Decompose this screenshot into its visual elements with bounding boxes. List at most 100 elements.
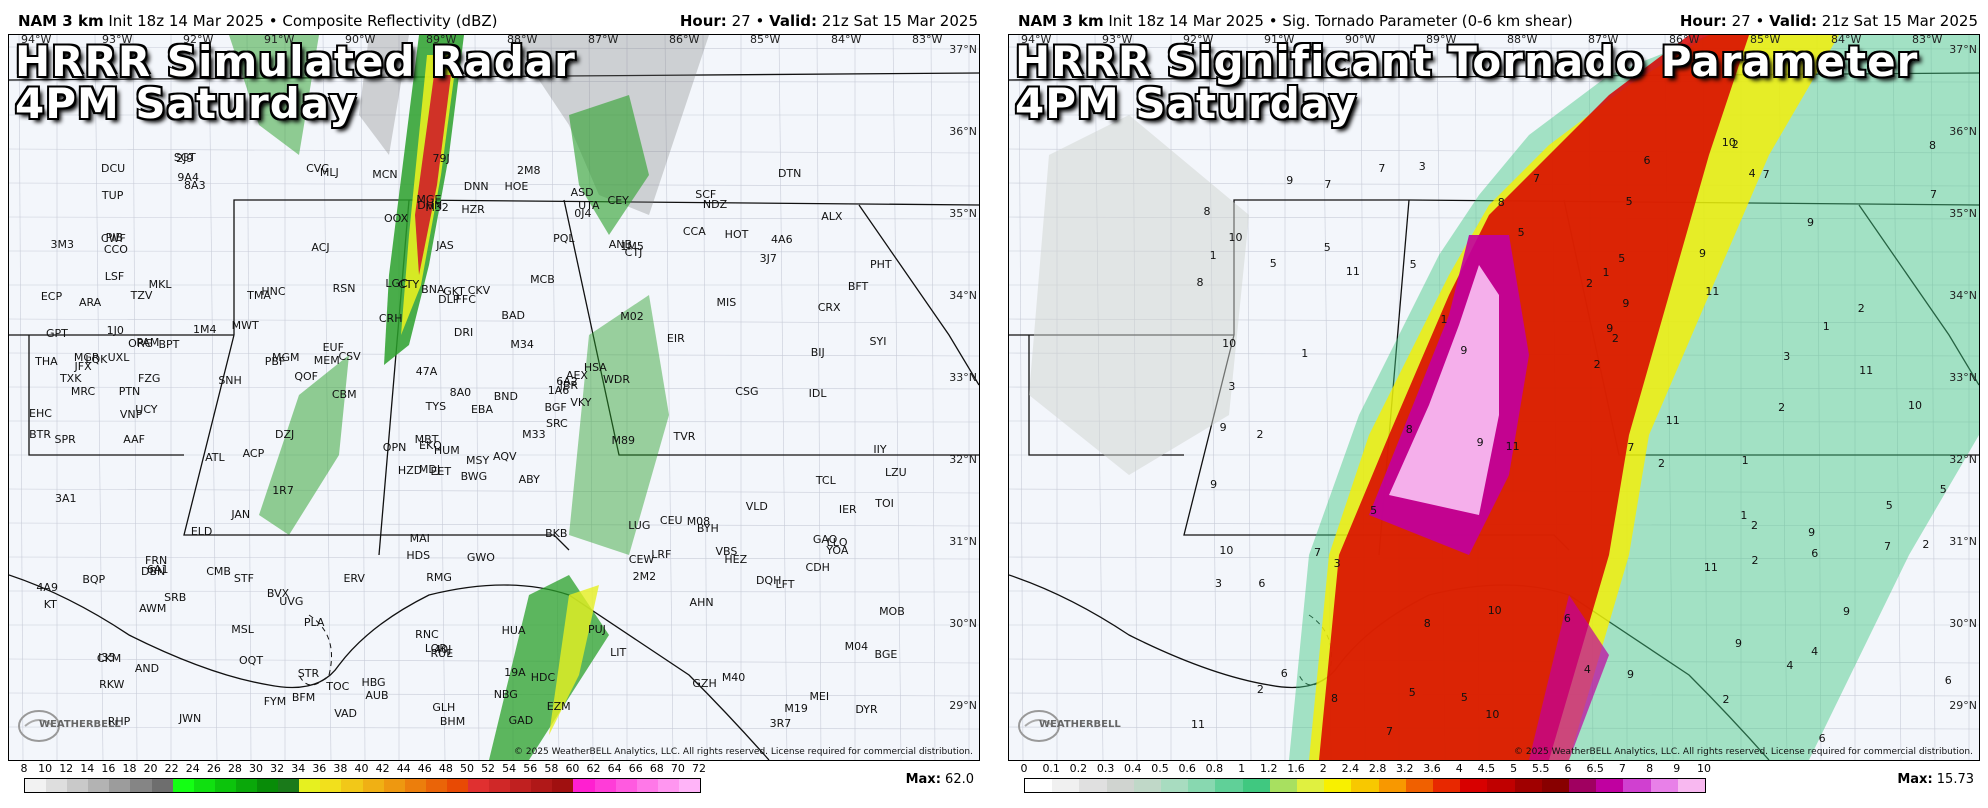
colorbar-tick-label: 32 — [270, 762, 285, 775]
station-id: DHN — [417, 199, 443, 213]
copyright-notice: © 2025 WeatherBELL Analytics, LLC. All r… — [514, 747, 973, 757]
station-id: ATL — [205, 450, 225, 464]
colorbar-swatch — [214, 779, 236, 792]
colorbar-swatch — [362, 779, 384, 792]
station-id: I35 — [98, 650, 116, 664]
colorbar-swatch — [594, 779, 616, 792]
station-id: SRB — [164, 590, 187, 604]
stp-contour-value: 9 — [1806, 215, 1814, 229]
station-id: RSN — [332, 282, 356, 296]
longitude-label: 85°W — [750, 34, 781, 46]
reflectivity-map[interactable]: HRRR Simulated Radar 4PM Saturday WEATHE… — [8, 34, 980, 761]
colorbar-swatch — [1569, 779, 1597, 792]
station-id: RNC — [415, 627, 439, 641]
precip-area — [1389, 265, 1499, 515]
station-id: MKL — [148, 277, 172, 291]
station-id: PLA — [303, 615, 325, 629]
stp-contour-value: 1 — [1209, 248, 1217, 262]
station-id: TOI — [875, 497, 894, 511]
colorbar-swatch — [1433, 779, 1461, 792]
stp-contour-value: 9 — [1808, 525, 1816, 539]
station-id: AHN — [689, 595, 714, 609]
station-id: DCU — [100, 161, 126, 175]
station-id: M33 — [522, 427, 546, 441]
precip-area — [549, 585, 599, 735]
stp-contour-value: 11 — [1505, 440, 1520, 454]
station-id: BFT — [847, 280, 869, 294]
colorbar-tick-label: 44 — [396, 762, 411, 775]
colorbar-tick-label: 3.6 — [1423, 762, 1441, 775]
stp-contour-value: 2 — [1611, 331, 1619, 345]
station-id: M02 — [620, 310, 644, 324]
stp-contour-value: 3 — [1215, 577, 1223, 591]
colorbar-tick-label: 62 — [586, 762, 601, 775]
stp-contour-value: 6 — [1944, 673, 1952, 687]
station-id: 4A9 — [36, 581, 58, 595]
station-id: MIS — [716, 295, 737, 309]
latitude-label: 35°N — [949, 207, 977, 220]
stp-contour-value: 9 — [1626, 668, 1634, 682]
station-id: LIT — [610, 645, 627, 659]
station-id: CTJ — [624, 246, 643, 260]
colorbar-swatch — [489, 779, 511, 792]
station-id: HOE — [504, 179, 529, 193]
colorbar-tick-label: 42 — [375, 762, 390, 775]
stp-contour-value: 2 — [1256, 428, 1264, 442]
station-id: 1J0 — [106, 323, 124, 337]
station-id: BYH — [696, 522, 719, 536]
colorbar-tick-label: 20 — [143, 762, 158, 775]
map-subtitle: 4PM Saturday — [15, 79, 358, 128]
station-id: TXK — [59, 371, 82, 385]
latitude-label: 30°N — [949, 617, 977, 630]
longitude-label: 90°W — [345, 34, 376, 46]
station-id: 2M2 — [632, 570, 657, 584]
latitude-label: 36°N — [1949, 125, 1977, 138]
station-id: PHT — [870, 257, 892, 271]
colorbar-tick-label: 46 — [417, 762, 432, 775]
station-id: 3A1 — [54, 492, 77, 506]
station-id: UXL — [107, 351, 130, 364]
stp-contour-value: 8 — [1405, 422, 1413, 436]
station-id: NDZ — [702, 197, 728, 211]
colorbar-tick-label: 10 — [38, 762, 53, 775]
colorbar-tick-label: 40 — [354, 762, 369, 775]
station-id: LFT — [775, 578, 795, 592]
stp-contour-value: 10 — [1222, 336, 1237, 350]
colorbar-tick-label: 18 — [122, 762, 137, 775]
station-id: ELD — [190, 524, 213, 538]
reflectivity-panel: NAM 3 km Init 18z 14 Mar 2025 • Composit… — [0, 0, 988, 808]
station-id: RHP — [107, 714, 131, 728]
stp-contour-value: 2 — [1857, 301, 1865, 315]
colorbar-swatch — [1025, 779, 1053, 792]
station-id: SNH — [218, 374, 242, 388]
station-id: UTA — [578, 199, 600, 213]
station-id: SCF — [695, 188, 717, 201]
station-id: VNP — [119, 408, 143, 422]
colorbar-swatch — [657, 779, 679, 792]
stp-contour-value: 11 — [1859, 364, 1874, 378]
station-id: PTN — [118, 385, 141, 399]
stp-contour-value: 9 — [1460, 343, 1468, 357]
station-id: OOX — [383, 212, 409, 226]
colorbar-swatch — [1677, 779, 1706, 792]
station-id: TOC — [326, 680, 350, 694]
station-id: STF — [233, 571, 254, 585]
stp-contour-value: 5 — [1939, 483, 1947, 497]
colorbar-swatch — [446, 779, 468, 792]
station-id: ALX — [821, 209, 843, 223]
valid-time: 21z Sat 15 Mar 2025 — [1821, 12, 1978, 30]
station-id: MOB — [879, 605, 905, 619]
colorbar-swatch — [1161, 779, 1189, 792]
stp-contour-value: 9 — [1622, 296, 1630, 310]
stp-contour-value: 5 — [1517, 226, 1525, 240]
longitude-label: 93°W — [102, 34, 133, 46]
stp-contour-value: 5 — [1409, 257, 1417, 271]
station-id: MSL — [231, 623, 254, 637]
station-id: M19 — [784, 701, 808, 715]
colorbar-tick-label: 8 — [20, 762, 28, 775]
station-id: CSV — [338, 349, 361, 363]
model-name: NAM 3 km — [18, 12, 104, 30]
stp-map[interactable]: HRRR Significant Tornado Parameter 4PM S… — [1008, 34, 1980, 761]
colorbar-swatch — [320, 779, 342, 792]
colorbar-tick-label: 0.6 — [1178, 762, 1196, 775]
